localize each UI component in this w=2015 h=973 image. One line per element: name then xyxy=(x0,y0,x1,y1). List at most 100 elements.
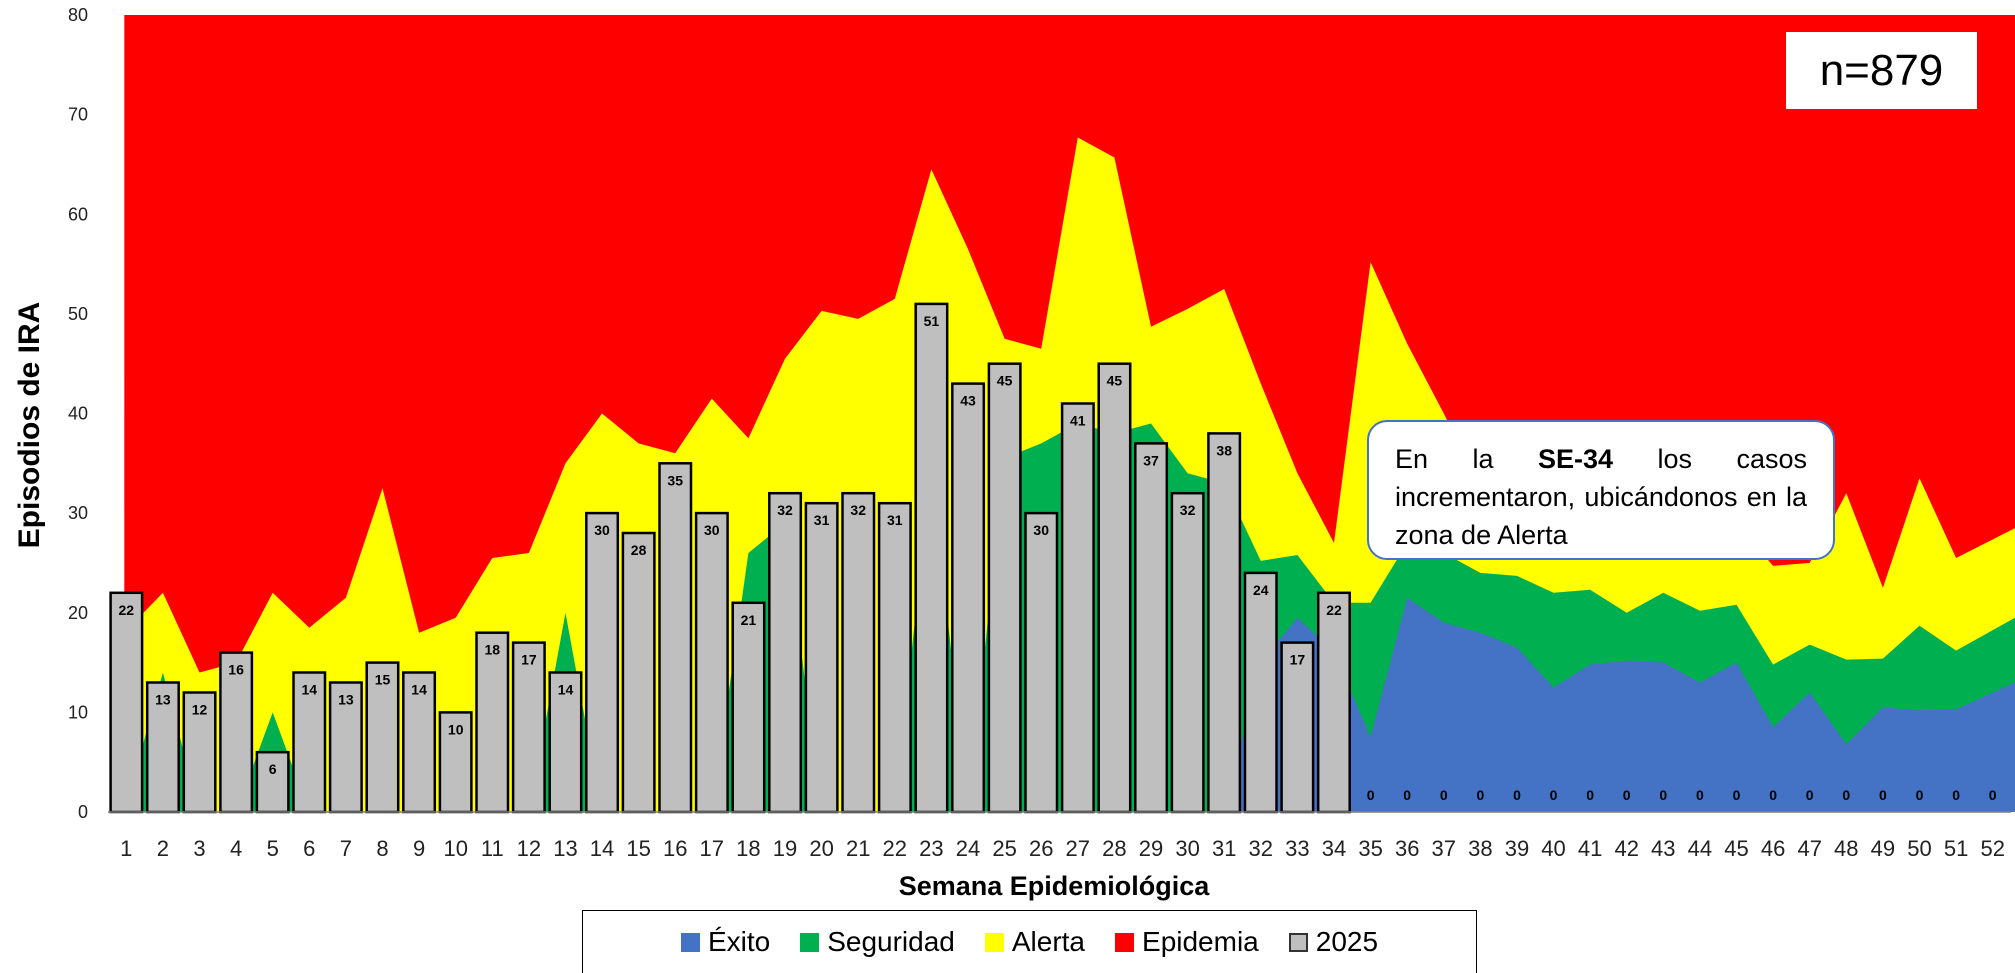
bar-week-25 xyxy=(987,362,1022,814)
x-tick-33: 33 xyxy=(1285,836,1309,861)
bar-value-week-45: 0 xyxy=(1733,787,1741,803)
x-tick-7: 7 xyxy=(340,836,352,861)
bar-value-week-13: 14 xyxy=(558,682,574,698)
bar-week-20 xyxy=(804,501,839,814)
legend-label-seguridad: Seguridad xyxy=(827,926,955,957)
bar-value-week-18: 21 xyxy=(741,612,757,628)
x-tick-21: 21 xyxy=(846,836,870,861)
bar-week-9 xyxy=(402,671,437,814)
bar-week-17 xyxy=(694,511,729,814)
legend-label-epidemia: Epidemia xyxy=(1142,926,1259,957)
legend-item-epidemia: Epidemia xyxy=(1115,926,1259,958)
x-tick-3: 3 xyxy=(193,836,205,861)
bar-value-week-38: 0 xyxy=(1477,787,1485,803)
x-tick-17: 17 xyxy=(700,836,724,861)
y-tick-10: 10 xyxy=(68,702,88,722)
x-tick-39: 39 xyxy=(1505,836,1529,861)
bar-week-27 xyxy=(1060,402,1095,814)
legend-swatch-exito xyxy=(680,932,700,952)
bar-week-2 xyxy=(145,681,180,814)
bar-value-week-47: 0 xyxy=(1806,787,1814,803)
bar-week-26 xyxy=(1024,511,1059,814)
x-tick-37: 37 xyxy=(1432,836,1456,861)
bar-value-week-43: 0 xyxy=(1659,787,1667,803)
bar-value-week-17: 30 xyxy=(704,522,720,538)
bar-value-week-51: 0 xyxy=(1952,787,1960,803)
y-tick-20: 20 xyxy=(68,603,88,623)
y-tick-40: 40 xyxy=(68,404,88,424)
bar-value-week-44: 0 xyxy=(1696,787,1704,803)
bar-value-week-14: 30 xyxy=(594,522,610,538)
y-tick-0: 0 xyxy=(78,802,88,822)
x-tick-52: 52 xyxy=(1980,836,2004,861)
bar-value-week-2: 13 xyxy=(155,692,171,708)
bar-week-33 xyxy=(1280,641,1315,814)
bar-value-week-9: 14 xyxy=(411,682,427,698)
x-tick-35: 35 xyxy=(1358,836,1382,861)
bar-value-week-22: 31 xyxy=(887,512,903,528)
x-tick-32: 32 xyxy=(1249,836,1273,861)
bar-value-week-34: 22 xyxy=(1326,602,1342,618)
bar-week-8 xyxy=(365,661,400,814)
bar-value-week-50: 0 xyxy=(1916,787,1924,803)
x-tick-34: 34 xyxy=(1322,836,1346,861)
bar-week-12 xyxy=(511,641,546,814)
x-tick-29: 29 xyxy=(1139,836,1163,861)
bar-value-week-31: 38 xyxy=(1216,442,1232,458)
bar-value-week-49: 0 xyxy=(1879,787,1887,803)
x-tick-22: 22 xyxy=(883,836,907,861)
bar-week-22 xyxy=(877,501,912,814)
bar-week-18 xyxy=(731,601,766,814)
bar-value-week-30: 32 xyxy=(1180,502,1196,518)
y-tick-70: 70 xyxy=(68,105,88,125)
bar-value-week-8: 15 xyxy=(375,672,391,688)
x-axis-ticks: 1 2 3 4 5 6 7 8 9 10 11 12 13 14 15 16 17 18 19 20 21 22 23 24 2… xyxy=(120,836,2005,861)
x-tick-24: 24 xyxy=(956,836,980,861)
bar-value-week-6: 14 xyxy=(302,682,318,698)
x-tick-13: 13 xyxy=(553,836,577,861)
x-tick-23: 23 xyxy=(919,836,943,861)
legend: Éxito Seguridad Alerta Epidemia 2025 xyxy=(582,910,1477,973)
x-tick-40: 40 xyxy=(1541,836,1565,861)
bar-labels: 22 13 12 16 6 14 13 15 14 10 18 17 14 30 28 35 30 21 32 31 3… xyxy=(119,313,1997,803)
annotation-callout: En la SE-34 los casos incrementaron, ubi… xyxy=(1367,420,1835,560)
bar-value-week-12: 17 xyxy=(521,652,537,668)
x-tick-49: 49 xyxy=(1871,836,1895,861)
bar-week-7 xyxy=(328,681,363,814)
x-tick-41: 41 xyxy=(1578,836,1602,861)
bar-value-week-25: 45 xyxy=(997,373,1013,389)
bar-week-24 xyxy=(951,382,986,814)
bar-value-week-33: 17 xyxy=(1290,652,1306,668)
bar-value-week-3: 12 xyxy=(192,702,208,718)
x-tick-27: 27 xyxy=(1066,836,1090,861)
x-tick-8: 8 xyxy=(376,836,388,861)
x-tick-11: 11 xyxy=(481,836,504,861)
bar-value-week-10: 10 xyxy=(448,721,464,737)
callout-bold: SE-34 xyxy=(1537,444,1614,474)
x-tick-12: 12 xyxy=(517,836,541,861)
bar-week-32 xyxy=(1243,571,1278,814)
bar-week-31 xyxy=(1207,432,1242,814)
callout-suffix: los casos incrementaron, ubicándonos en … xyxy=(1395,444,1807,550)
bar-value-week-48: 0 xyxy=(1842,787,1850,803)
bar-value-week-40: 0 xyxy=(1550,787,1558,803)
legend-item-2025: 2025 xyxy=(1288,926,1379,958)
bar-value-week-15: 28 xyxy=(631,542,647,558)
legend-label-2025: 2025 xyxy=(1315,926,1379,957)
bar-week-28 xyxy=(1097,362,1132,814)
bar-value-week-36: 0 xyxy=(1403,787,1411,803)
bar-value-week-46: 0 xyxy=(1769,787,1777,803)
bar-week-11 xyxy=(475,631,510,814)
bar-week-16 xyxy=(658,462,693,814)
y-axis-ticks: 0 10 20 30 40 50 60 70 80 xyxy=(68,5,88,822)
zone-exito xyxy=(124,597,2015,812)
legend-swatch-seguridad xyxy=(800,932,820,952)
bar-week-21 xyxy=(841,491,876,814)
y-tick-80: 80 xyxy=(68,5,88,25)
bar-value-week-4: 16 xyxy=(228,662,244,678)
bar-week-23 xyxy=(914,302,949,814)
x-tick-31: 31 xyxy=(1212,836,1236,861)
legend-item-alerta: Alerta xyxy=(984,926,1085,958)
bar-value-week-42: 0 xyxy=(1623,787,1631,803)
